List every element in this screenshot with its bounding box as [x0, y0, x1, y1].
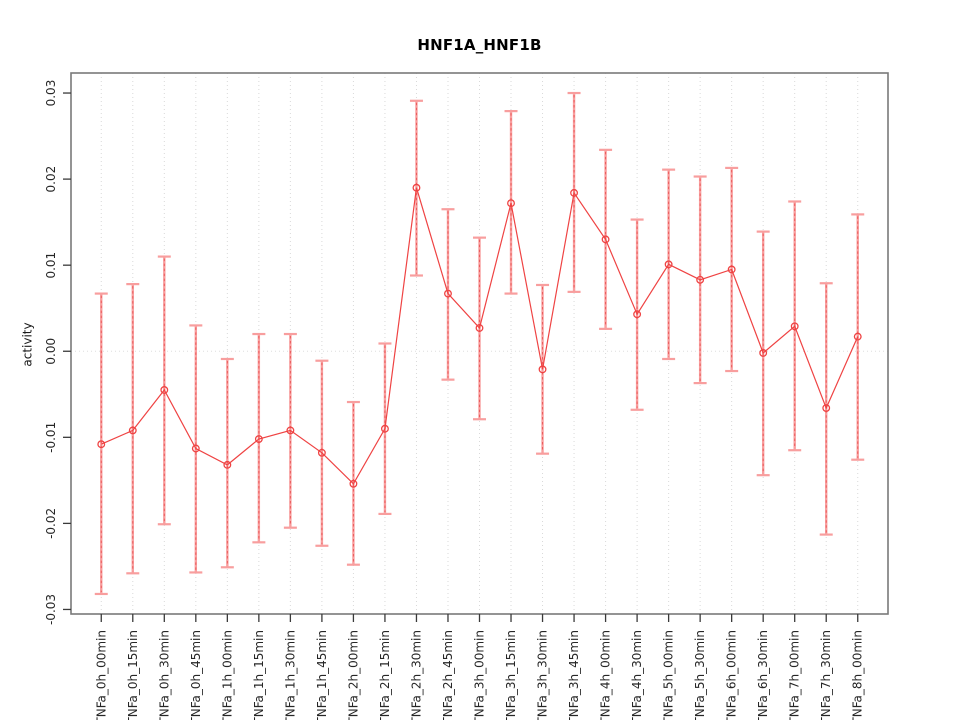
y-tick-label: 0.03	[44, 80, 58, 107]
data-point-marker	[664, 260, 673, 269]
x-axis: TNFa_0h_00min TNFa_0h_15min TNFa_0h_30min T…	[94, 614, 865, 720]
data-point-marker	[570, 188, 579, 197]
data-point-marker	[97, 440, 106, 449]
x-tick-label: TNFa_4h_30min	[630, 630, 644, 720]
x-tick-label: TNFa_1h_30min	[283, 630, 297, 720]
data-point-marker	[191, 444, 200, 453]
x-tick-label: TNFa_0h_30min	[157, 630, 171, 720]
x-tick-label: TNFa_2h_15min	[378, 630, 392, 720]
data-point-marker	[759, 349, 768, 357]
data-point-marker	[822, 404, 831, 413]
data-point-marker	[160, 386, 169, 394]
y-tick-label: -0.01	[44, 422, 58, 453]
x-tick-label: TNFa_6h_30min	[756, 630, 770, 720]
x-tick-label: TNFa_7h_30min	[819, 630, 833, 720]
x-tick-label: TNFa_3h_45min	[567, 630, 581, 720]
data-point-marker	[444, 289, 452, 298]
x-tick-label: TNFa_0h_00min	[94, 630, 108, 720]
data-point-marker	[507, 199, 515, 208]
data-point-marker	[128, 426, 137, 435]
x-tick-label: TNFa_3h_00min	[473, 630, 487, 720]
x-tick-label: TNFa_2h_45min	[441, 630, 455, 720]
data-point-marker	[633, 310, 642, 319]
data-point-marker	[349, 479, 358, 488]
series-line	[101, 187, 859, 485]
data-point-marker	[412, 183, 421, 192]
data-point-marker	[696, 275, 705, 284]
y-tick-label: 0.00	[44, 338, 58, 365]
x-tick-label: TNFa_3h_15min	[504, 630, 518, 720]
y-tick-label: 0.01	[44, 252, 58, 279]
y-tick-label: 0.02	[44, 166, 58, 193]
x-tick-label: TNFa_4h_00min	[599, 630, 613, 720]
data-point-marker	[727, 265, 736, 274]
data-point-marker	[380, 424, 389, 433]
data-point-marker	[286, 426, 295, 435]
data-point-marker	[538, 365, 547, 374]
x-tick-label: TNFa_7h_00min	[788, 630, 802, 720]
data-point-marker	[317, 448, 326, 457]
data-point-marker	[601, 235, 610, 244]
x-tick-label: TNFa_0h_15min	[126, 630, 140, 720]
x-tick-label: TNFa_6h_00min	[725, 630, 739, 720]
page-title: HNF1A_HNF1B	[417, 36, 542, 54]
data-point-marker	[475, 324, 484, 332]
data-point-marker	[254, 435, 263, 443]
x-tick-label: TNFa_3h_30min	[536, 630, 550, 720]
x-tick-label: TNFa_1h_45min	[315, 630, 329, 720]
y-tick-label: -0.03	[44, 594, 58, 625]
x-tick-label: TNFa_1h_15min	[252, 630, 266, 720]
x-tick-label: TNFa_0h_45min	[189, 630, 203, 720]
data-point-marker	[223, 460, 232, 469]
x-tick-label: TNFa_5h_30min	[693, 630, 707, 720]
y-axis: -0.03 -0.02 -0.01 0.00 0.01 0.02 0.03	[44, 80, 71, 625]
data-point-markers	[97, 183, 862, 488]
x-tick-label: TNFa_5h_00min	[662, 630, 676, 720]
data-point-marker	[853, 332, 862, 341]
x-tick-label: TNFa_1h_00min	[220, 630, 234, 720]
x-tick-label: TNFa_8h_00min	[851, 630, 865, 720]
data-point-marker	[790, 322, 799, 331]
x-tick-label: TNFa_2h_30min	[409, 630, 423, 720]
x-tick-label: TNFa_2h_00min	[346, 630, 360, 720]
error-bars	[94, 91, 865, 596]
y-tick-label: -0.02	[44, 508, 58, 539]
